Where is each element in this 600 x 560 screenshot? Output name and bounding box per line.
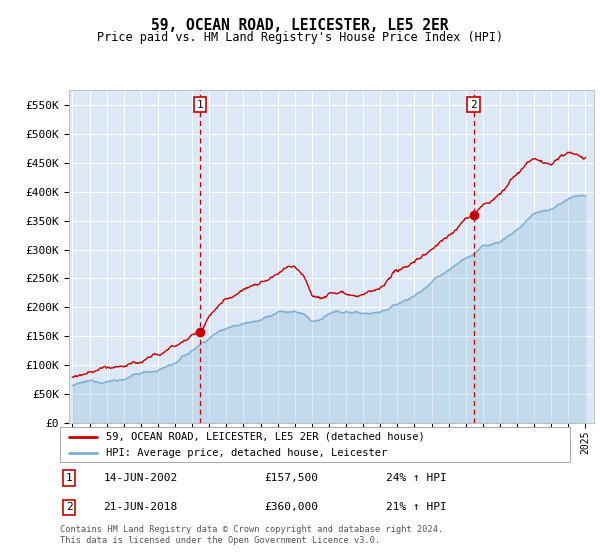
Text: 14-JUN-2002: 14-JUN-2002 <box>103 473 178 483</box>
Text: £157,500: £157,500 <box>264 473 318 483</box>
Text: 1: 1 <box>196 100 203 110</box>
Text: 1: 1 <box>66 473 73 483</box>
Text: £360,000: £360,000 <box>264 502 318 512</box>
Text: 21-JUN-2018: 21-JUN-2018 <box>103 502 178 512</box>
Text: Contains HM Land Registry data © Crown copyright and database right 2024.
This d: Contains HM Land Registry data © Crown c… <box>60 525 443 545</box>
Text: HPI: Average price, detached house, Leicester: HPI: Average price, detached house, Leic… <box>106 448 387 458</box>
Text: 2: 2 <box>470 100 477 110</box>
Text: Price paid vs. HM Land Registry's House Price Index (HPI): Price paid vs. HM Land Registry's House … <box>97 31 503 44</box>
Text: 24% ↑ HPI: 24% ↑ HPI <box>386 473 447 483</box>
Text: 2: 2 <box>66 502 73 512</box>
Text: 59, OCEAN ROAD, LEICESTER, LE5 2ER: 59, OCEAN ROAD, LEICESTER, LE5 2ER <box>151 18 449 33</box>
Text: 21% ↑ HPI: 21% ↑ HPI <box>386 502 447 512</box>
Text: 59, OCEAN ROAD, LEICESTER, LE5 2ER (detached house): 59, OCEAN ROAD, LEICESTER, LE5 2ER (deta… <box>106 432 425 442</box>
